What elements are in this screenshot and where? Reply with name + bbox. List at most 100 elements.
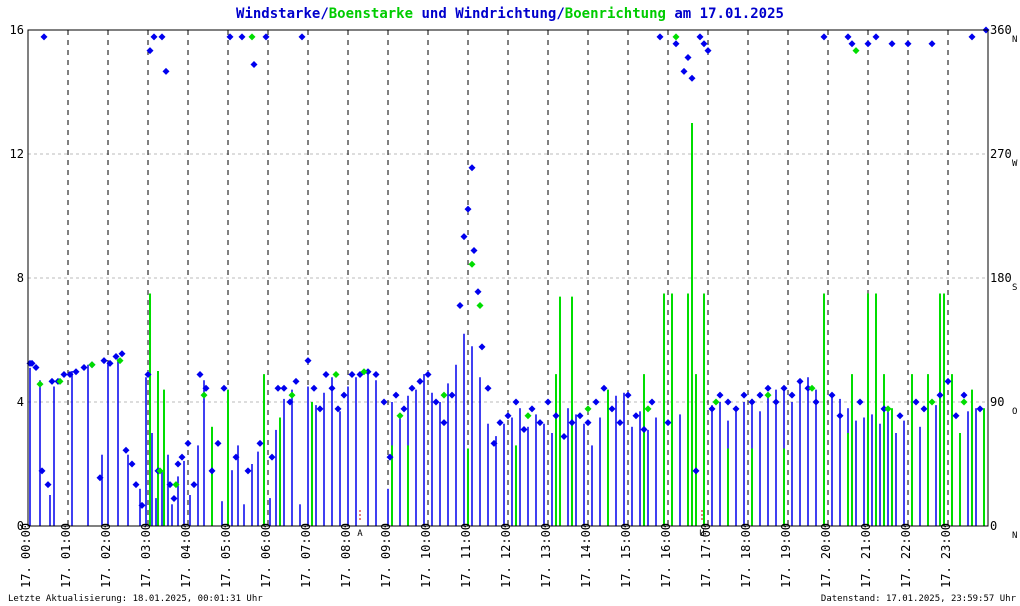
direction-point (80, 364, 88, 372)
direction-point (48, 377, 56, 385)
x-tick-label: 17. 22:00 (899, 523, 913, 588)
direction-point (150, 33, 158, 41)
gust-direction-point (156, 467, 164, 475)
y-left-tick-label: 16 (10, 23, 24, 37)
direction-point (184, 439, 192, 447)
direction-point (440, 419, 448, 427)
title-part-2: Boenstarke (329, 6, 413, 22)
direction-point (158, 33, 166, 41)
direction-point (128, 460, 136, 468)
direction-point (392, 391, 400, 399)
direction-point (692, 467, 700, 475)
direction-point (226, 33, 234, 41)
x-tick-label: 17. 13:00 (539, 523, 553, 588)
gust-direction-point (200, 391, 208, 399)
direction-point (608, 405, 616, 413)
direction-point (568, 419, 576, 427)
direction-point (174, 460, 182, 468)
gust-direction-point (808, 384, 816, 392)
direction-point (238, 33, 246, 41)
direction-point (732, 405, 740, 413)
x-tick-label: 17. 03:00 (139, 523, 153, 588)
x-tick-label: 17. 17:00 (699, 523, 713, 588)
direction-point (112, 353, 120, 361)
direction-point (976, 405, 984, 413)
direction-point (968, 33, 976, 41)
gust-direction-point (332, 370, 340, 378)
y-right-tick-label: 0 (990, 519, 997, 533)
x-tick-label: 17. 06:00 (259, 523, 273, 588)
x-tick-label: 17. 18:00 (739, 523, 753, 588)
direction-point (44, 481, 52, 489)
y-left-tick-label: 12 (10, 147, 24, 161)
y-right-direction-label: S (1012, 283, 1017, 293)
direction-point (208, 467, 216, 475)
direction-point (592, 398, 600, 406)
gust-direction-point (56, 377, 64, 385)
direction-point (896, 412, 904, 420)
x-tick-label: 17. 09:00 (379, 523, 393, 588)
direction-point (484, 384, 492, 392)
direction-point (536, 419, 544, 427)
gust-direction-point (468, 260, 476, 268)
gust-direction-point (644, 405, 652, 413)
x-tick-label: 17. 04:00 (179, 523, 193, 588)
x-tick-label: 17. 11:00 (459, 523, 473, 588)
x-tick-label: 17. 12:00 (499, 523, 513, 588)
direction-point (334, 405, 342, 413)
y-right-direction-label: N (1012, 35, 1017, 45)
direction-point (632, 412, 640, 420)
direction-point (60, 370, 68, 378)
direction-point (748, 398, 756, 406)
gust-direction-point (360, 368, 368, 376)
direction-point (552, 412, 560, 420)
direction-point (624, 391, 632, 399)
y-right-direction-label: O (1012, 407, 1017, 417)
direction-point (146, 47, 154, 55)
series-windrichtung (26, 26, 990, 509)
direction-point (764, 384, 772, 392)
direction-point (190, 481, 198, 489)
direction-point (928, 40, 936, 48)
direction-point (812, 398, 820, 406)
direction-point (820, 33, 828, 41)
gust-direction-point (584, 405, 592, 413)
direction-point (196, 370, 204, 378)
gust-direction-point (476, 302, 484, 310)
direction-point (680, 67, 688, 75)
title-part-7: am 17.01.2025 (666, 6, 784, 22)
gust-direction-point (248, 33, 256, 41)
x-tick-label: 17. 10:00 (419, 523, 433, 588)
direction-point (656, 33, 664, 41)
gust-direction-point (288, 391, 296, 399)
direction-point (672, 40, 680, 48)
series-boenrichtung (36, 33, 968, 489)
direction-point (616, 419, 624, 427)
y-left-tick-label: 0 (17, 519, 24, 533)
direction-point (696, 33, 704, 41)
direction-point (328, 384, 336, 392)
gust-direction-point (928, 398, 936, 406)
x-tick-label: 17. 01:00 (59, 523, 73, 588)
direction-point (584, 419, 592, 427)
event-marker-label: U (699, 529, 704, 539)
direction-point (220, 384, 228, 392)
direction-point (796, 377, 804, 385)
direction-point (138, 501, 146, 509)
gust-direction-point (88, 361, 96, 369)
direction-point (704, 47, 712, 55)
gust-direction-point (440, 391, 448, 399)
direction-point (904, 40, 912, 48)
direction-point (66, 370, 74, 378)
direction-point (348, 370, 356, 378)
direction-point (864, 40, 872, 48)
title-part-1: / (320, 6, 328, 22)
x-tick-label: 17. 20:00 (819, 523, 833, 588)
direction-point (372, 370, 380, 378)
title-part-4: Windrichtung (455, 6, 556, 22)
direction-point (322, 370, 330, 378)
direction-point (490, 439, 498, 447)
